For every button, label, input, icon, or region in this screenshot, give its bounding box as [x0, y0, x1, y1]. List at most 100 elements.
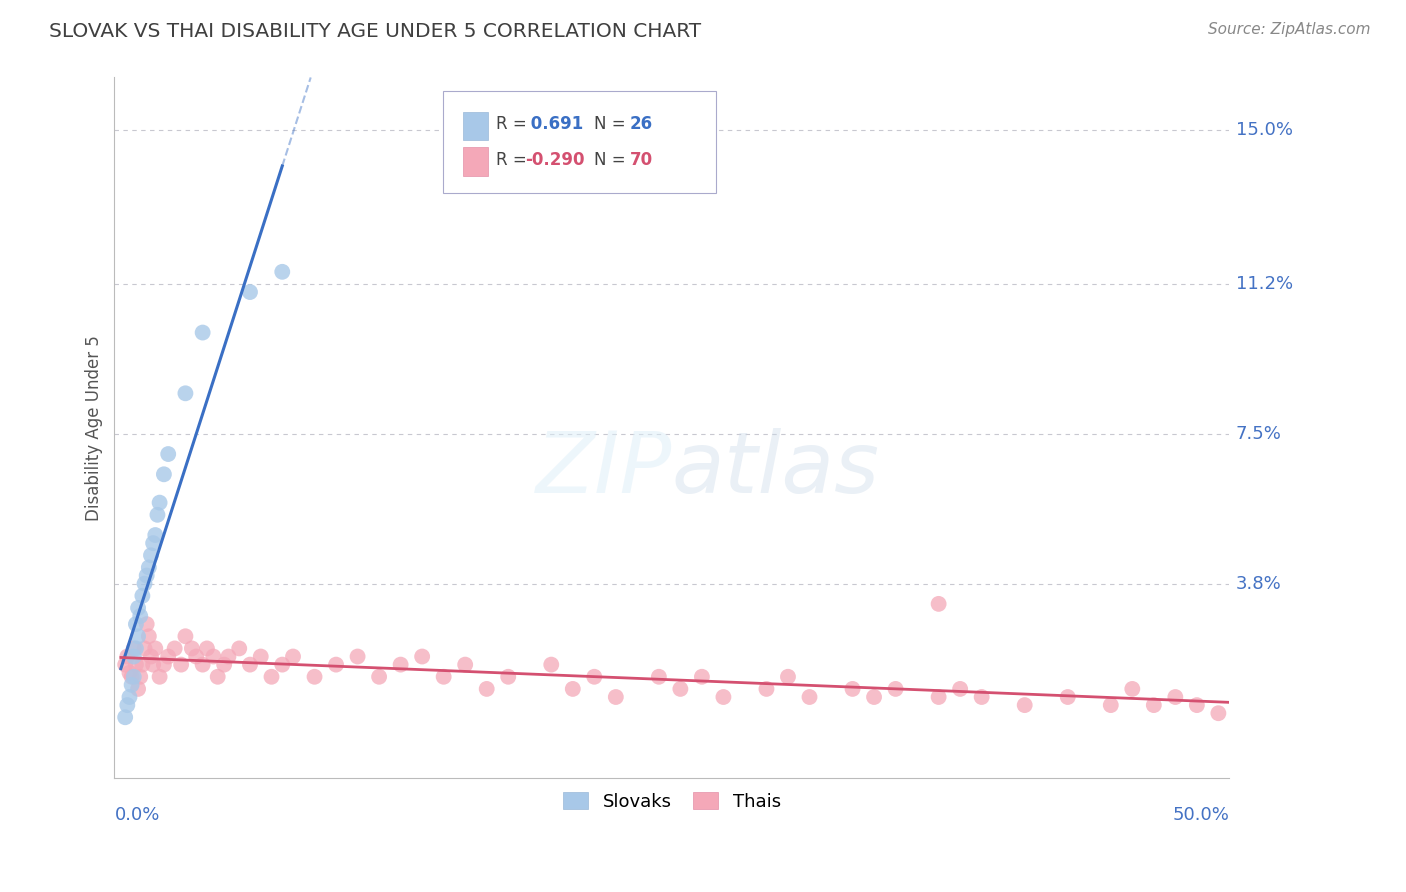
Point [928, 690, 950, 704]
Point [433, 670, 456, 684]
Point [149, 670, 172, 684]
Point [249, 649, 271, 664]
Text: R =: R = [496, 115, 526, 134]
Point [212, 657, 235, 672]
Y-axis label: Disability Age Under 5: Disability Age Under 5 [86, 334, 103, 521]
Point [411, 649, 433, 664]
Point [125, 657, 148, 672]
Point [561, 681, 583, 696]
Text: N =: N = [593, 115, 631, 134]
Text: 3.8%: 3.8% [1236, 574, 1281, 592]
Point [142, 657, 165, 672]
Point [669, 681, 692, 696]
Point [129, 609, 152, 624]
Point [125, 617, 148, 632]
Point [157, 447, 180, 461]
Point [121, 678, 143, 692]
Text: Source: ZipAtlas.com: Source: ZipAtlas.com [1208, 22, 1371, 37]
Point [117, 649, 139, 664]
Point [755, 681, 778, 696]
Point [540, 657, 562, 672]
Point [304, 670, 326, 684]
Point [799, 690, 821, 704]
Point [191, 657, 214, 672]
Text: 50.0%: 50.0% [1173, 806, 1229, 824]
Point [135, 617, 157, 632]
Point [125, 641, 148, 656]
Point [195, 641, 218, 656]
Point [143, 528, 166, 542]
Point [260, 670, 283, 684]
Point [153, 657, 176, 672]
Point [583, 670, 606, 684]
Point [1099, 698, 1122, 712]
Point [186, 649, 208, 664]
Point [346, 649, 368, 664]
Point [134, 576, 156, 591]
Point [149, 495, 172, 509]
Point [1143, 698, 1166, 712]
Point [138, 560, 160, 574]
Text: 0.0%: 0.0% [114, 806, 160, 824]
Text: 15.0%: 15.0% [1236, 121, 1292, 139]
Point [713, 690, 735, 704]
Point [1014, 698, 1036, 712]
Point [180, 641, 202, 656]
Point [114, 657, 136, 672]
Point [1056, 690, 1078, 704]
Point [389, 657, 412, 672]
Point [949, 681, 972, 696]
Point [139, 649, 162, 664]
Point [271, 657, 294, 672]
Point [239, 657, 262, 672]
Text: 70: 70 [630, 151, 652, 169]
Point [118, 665, 141, 680]
FancyBboxPatch shape [464, 112, 488, 141]
Point [121, 670, 143, 684]
Point [475, 681, 498, 696]
Point [776, 670, 799, 684]
Point [202, 649, 225, 664]
Point [129, 670, 152, 684]
Point [690, 670, 713, 684]
Point [131, 589, 153, 603]
FancyBboxPatch shape [443, 92, 717, 193]
Point [143, 641, 166, 656]
Point [127, 681, 149, 696]
Point [163, 641, 186, 656]
Point [605, 690, 627, 704]
Text: 26: 26 [630, 115, 652, 134]
Text: SLOVAK VS THAI DISABILITY AGE UNDER 5 CORRELATION CHART: SLOVAK VS THAI DISABILITY AGE UNDER 5 CO… [49, 22, 702, 41]
Point [142, 536, 165, 550]
Point [239, 285, 262, 299]
Point [122, 670, 145, 684]
Point [841, 681, 863, 696]
Point [496, 670, 519, 684]
Point [454, 657, 477, 672]
Point [122, 641, 145, 656]
Text: 0.691: 0.691 [524, 115, 583, 134]
Point [117, 698, 139, 712]
Point [138, 629, 160, 643]
Point [271, 265, 294, 279]
Text: ZIP: ZIP [536, 428, 672, 511]
Point [153, 467, 176, 482]
Point [114, 710, 136, 724]
Point [228, 641, 250, 656]
Point [217, 649, 239, 664]
Text: 11.2%: 11.2% [1236, 275, 1292, 293]
Point [1208, 706, 1230, 721]
Legend: Slovaks, Thais: Slovaks, Thais [555, 785, 789, 818]
Point [157, 649, 180, 664]
Point [118, 690, 141, 704]
Point [1121, 681, 1143, 696]
Point [970, 690, 993, 704]
Point [134, 641, 156, 656]
Point [139, 549, 162, 563]
Point [127, 629, 149, 643]
Point [648, 670, 671, 684]
Text: -0.290: -0.290 [524, 151, 583, 169]
Text: N =: N = [593, 151, 631, 169]
Point [135, 568, 157, 582]
Point [884, 681, 907, 696]
